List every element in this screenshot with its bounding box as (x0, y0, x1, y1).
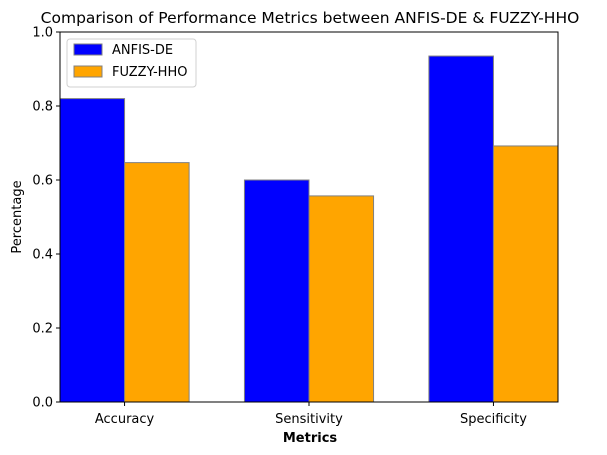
bar-anfis-de-sensitivity (243, 179, 310, 403)
chart-title: Comparison of Performance Metrics betwee… (41, 9, 580, 27)
y-axis-label: Percentage (10, 180, 25, 253)
bar-fuzzy-hho-sensitivity (308, 195, 375, 403)
y-tick-label: 0.4 (32, 248, 53, 263)
y-tick-label: 0.0 (32, 396, 53, 411)
x-axis-label: Metrics (283, 431, 338, 446)
y-tick-label: 0.8 (32, 100, 53, 115)
bar-anfis-de-accuracy (59, 98, 126, 403)
x-tick-label-accuracy: Accuracy (95, 412, 155, 427)
x-tick-label-sensitivity: Sensitivity (275, 412, 343, 427)
bars-group (59, 55, 559, 403)
legend-swatch-anfis-de (73, 43, 103, 56)
bar-fuzzy-hho-specificity (492, 145, 559, 403)
legend: ANFIS-DE FUZZY-HHO (66, 38, 197, 88)
y-tick-label: 1.0 (32, 26, 53, 41)
y-tick-label: 0.2 (32, 322, 53, 337)
y-tick-label: 0.6 (32, 174, 53, 189)
bar-anfis-de-specificity (428, 55, 494, 403)
x-tick-label-specificity: Specificity (460, 412, 527, 427)
legend-label-fuzzy-hho: FUZZY-HHO (112, 65, 187, 80)
legend-label-anfis-de: ANFIS-DE (112, 43, 173, 58)
bar-fuzzy-hho-accuracy (124, 162, 190, 403)
y-axis-ticks: 0.0 0.2 0.4 0.6 0.8 1.0 (32, 26, 60, 411)
legend-swatch-fuzzy-hho (73, 65, 103, 78)
x-axis-ticks: Accuracy Sensitivity Specificity (95, 402, 527, 427)
